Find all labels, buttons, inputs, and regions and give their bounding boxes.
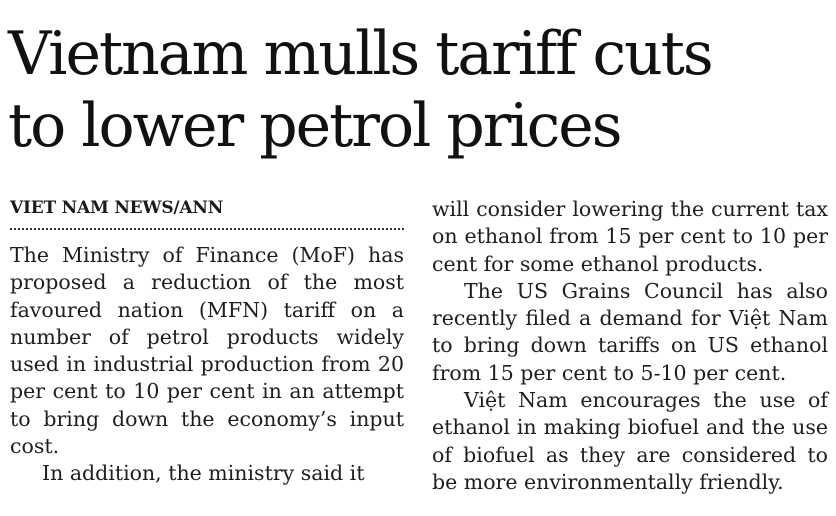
dotted-divider — [10, 228, 404, 230]
article-column-right: will consider lowering the current tax o… — [432, 196, 828, 496]
headline: Vietnam mulls tariff cuts to lower petro… — [8, 18, 834, 162]
paragraph-4: Việt Nam encourages the use of ethanol i… — [432, 388, 828, 494]
headline-line-1: Vietnam mulls tariff cuts — [8, 19, 714, 89]
paragraph-3: The US Grains Council has also recently … — [432, 278, 828, 385]
paragraph-1: The Ministry of Finance (MoF) has propos… — [10, 243, 404, 459]
paragraph-2-start: In addition, the ministry said it — [42, 461, 365, 486]
headline-line-2: to lower petrol prices — [8, 91, 623, 161]
paragraph-2-continued: will consider lowering the current tax o… — [432, 197, 828, 276]
byline: VIET NAM NEWS/ANN — [10, 198, 224, 218]
article-column-left: VIET NAM NEWS/ANN The Ministry of Financ… — [10, 196, 404, 488]
